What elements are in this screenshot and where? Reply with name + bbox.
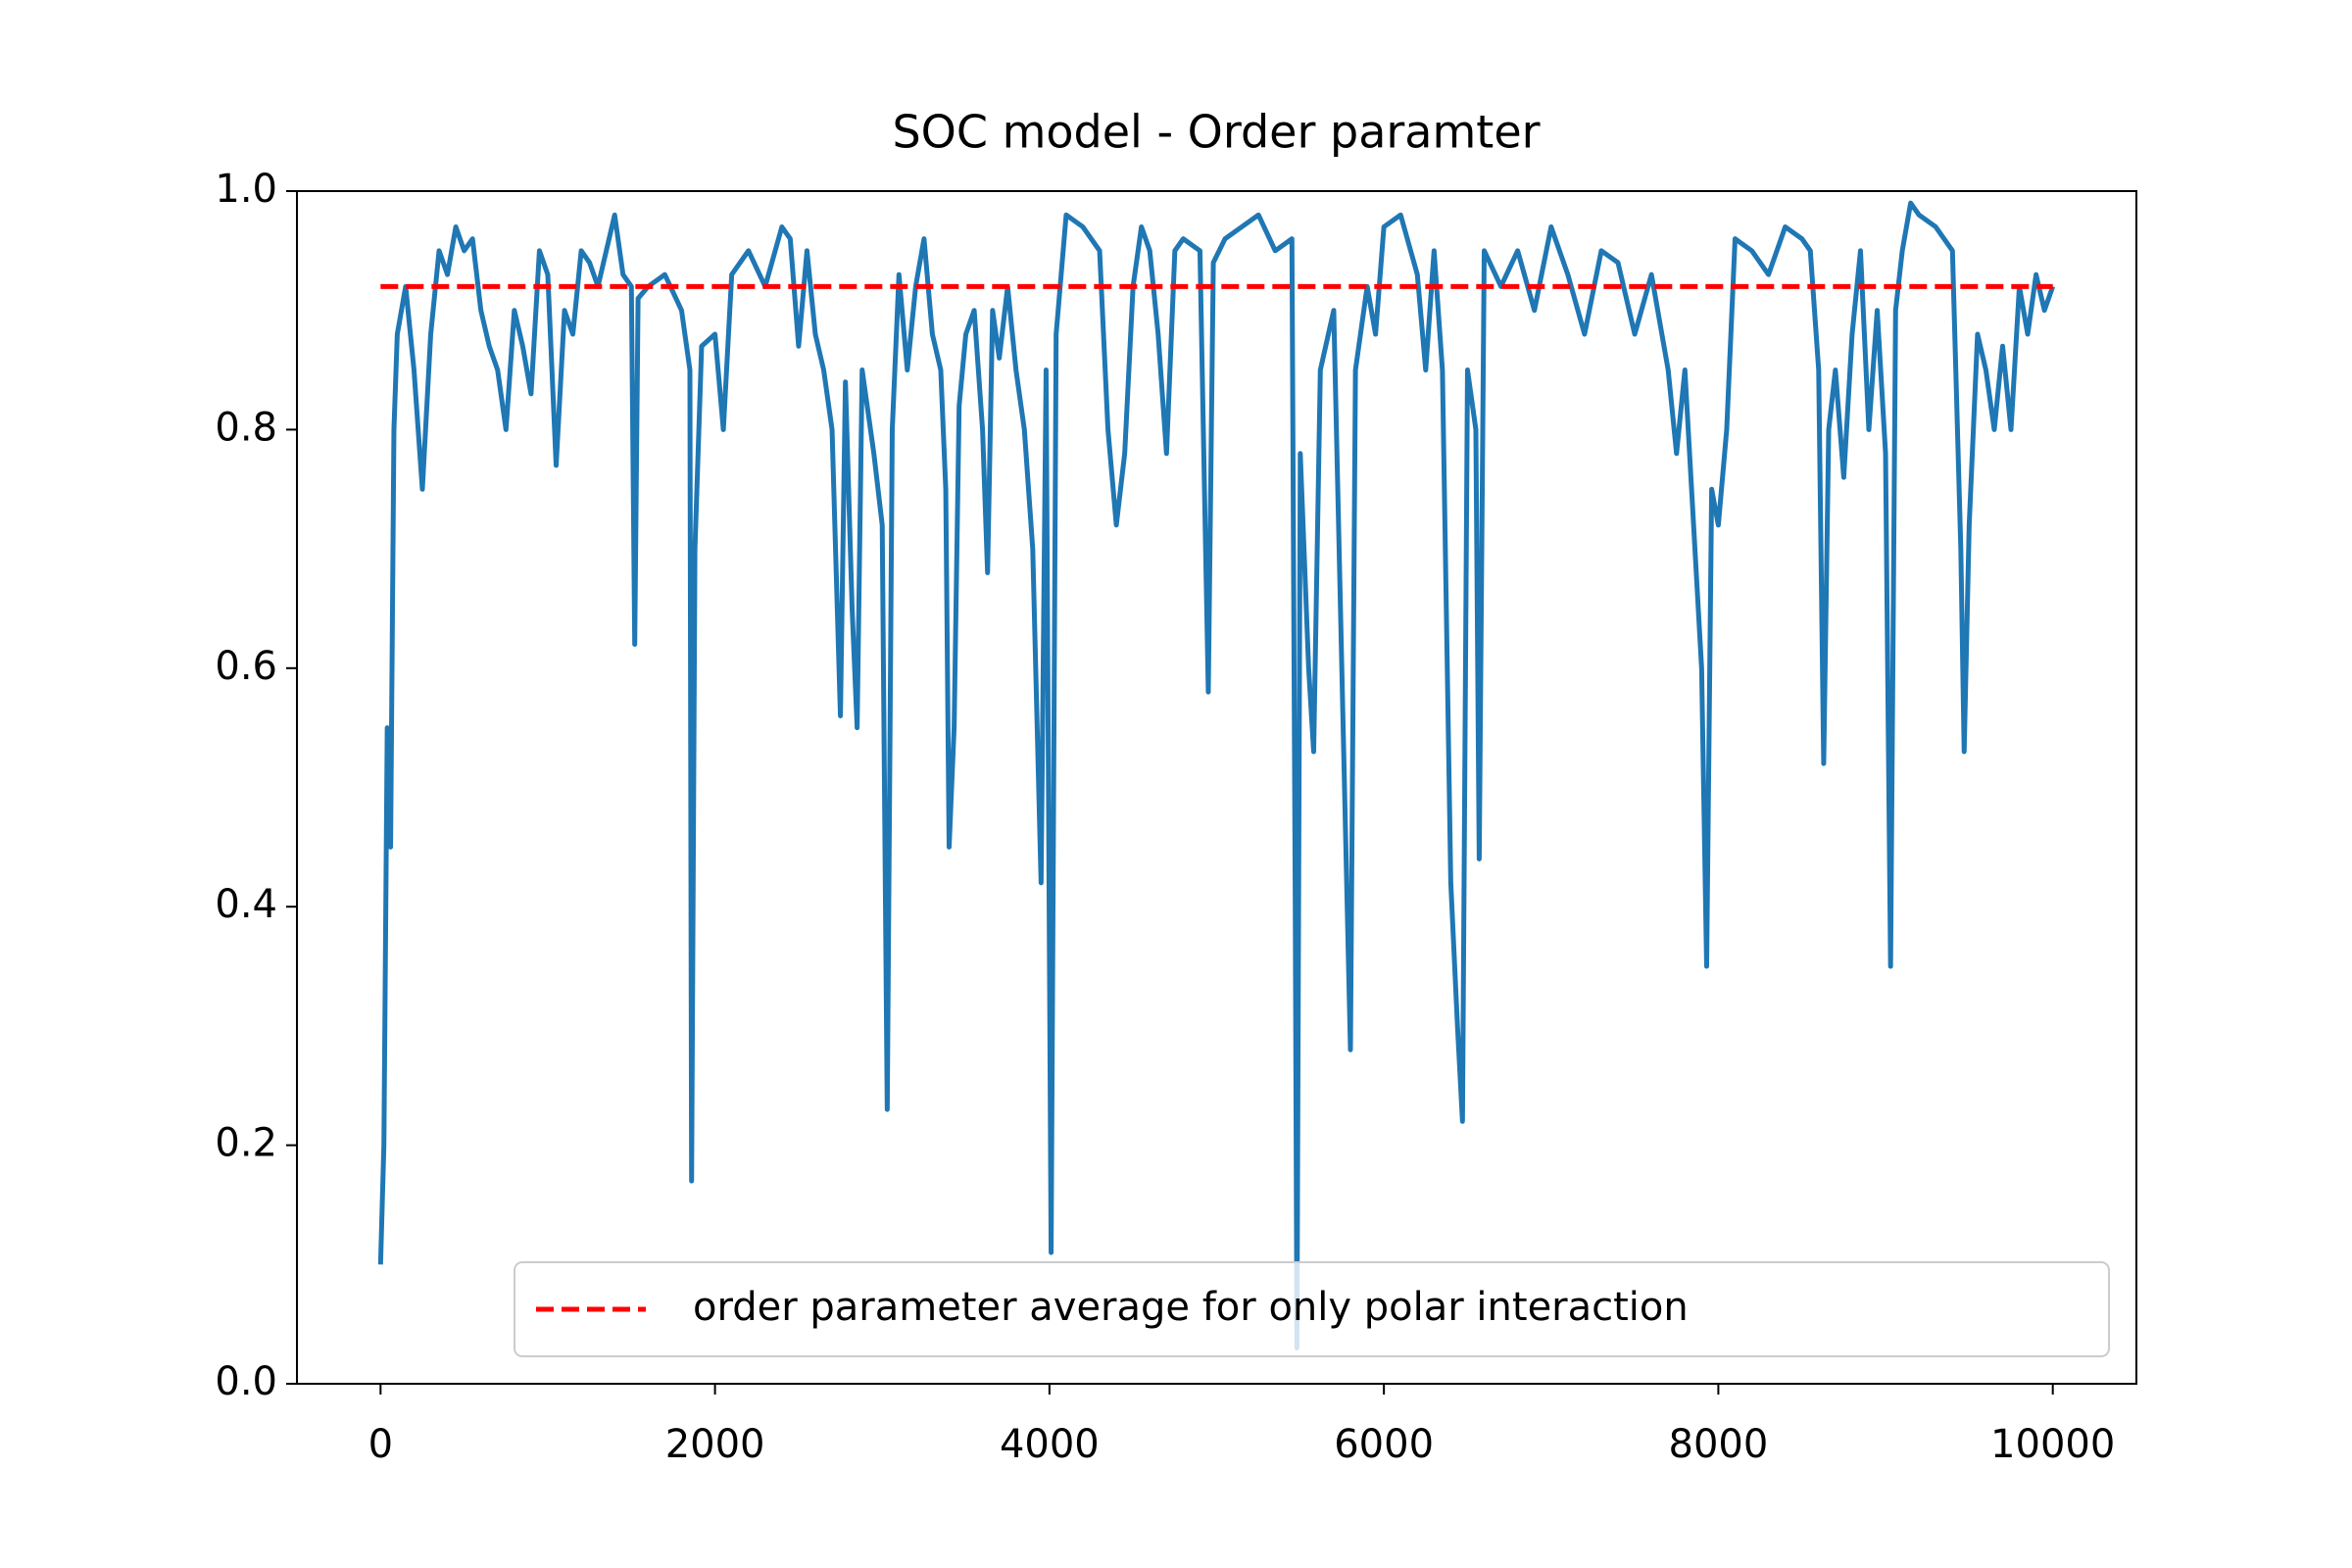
x-tick-label: 6000 <box>1334 1422 1434 1467</box>
y-tick-label: 0.2 <box>215 1121 277 1166</box>
x-tick-label: 8000 <box>1669 1422 1769 1467</box>
x-tick-label: 4000 <box>1000 1422 1100 1467</box>
y-tick-label: 0.0 <box>215 1359 277 1404</box>
y-tick-label: 0.6 <box>215 644 277 689</box>
y-tick-label: 0.4 <box>215 882 277 927</box>
x-tick-label: 2000 <box>665 1422 765 1467</box>
x-tick-label: 10000 <box>1990 1422 2115 1467</box>
legend-box <box>514 1261 2110 1357</box>
y-tick-label: 1.0 <box>215 167 277 212</box>
legend-label: order parameter average for only polar i… <box>693 1285 1689 1330</box>
y-tick-label: 0.8 <box>215 405 277 450</box>
x-tick-label: 0 <box>368 1422 393 1467</box>
line-series <box>377 200 2056 1350</box>
plot-frame <box>296 190 2137 1385</box>
chart-title: SOC model - Order paramter <box>892 106 1540 159</box>
legend: order parameter average for only polar i… <box>514 1261 2110 1357</box>
